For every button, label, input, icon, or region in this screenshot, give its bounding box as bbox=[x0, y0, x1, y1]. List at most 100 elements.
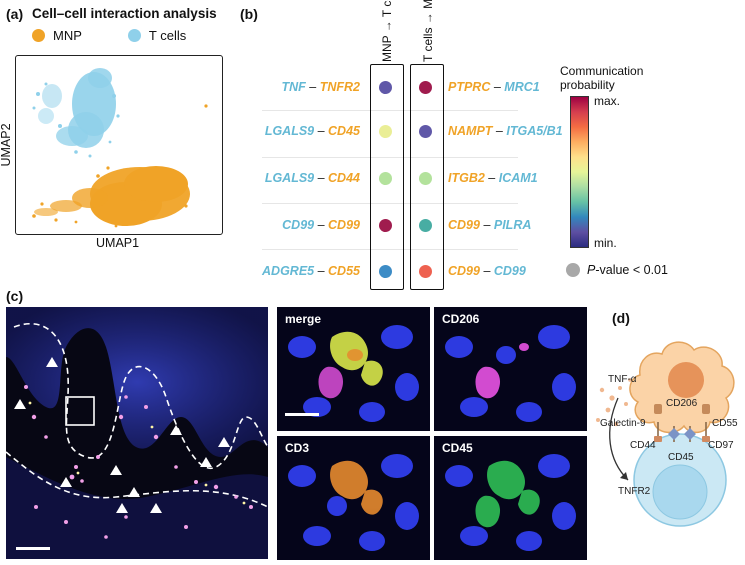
pair-right-row-4: CD99 – PILRA bbox=[448, 218, 532, 232]
pair-receptor: CD99 bbox=[328, 218, 360, 232]
dot-col2-row1 bbox=[419, 81, 432, 94]
dot-col2-row2 bbox=[419, 125, 432, 138]
pair-receptor: ITGA5/B1 bbox=[506, 124, 563, 138]
label-galectin: Galectin-9 bbox=[600, 418, 646, 429]
row-separator bbox=[262, 203, 518, 204]
panel-c-letter: (c) bbox=[6, 288, 24, 304]
colorbar-max-label: max. bbox=[594, 94, 621, 108]
label-tnf: TNF-α bbox=[608, 374, 637, 385]
label-cd97: CD97 bbox=[708, 440, 734, 451]
micrograph-cd206-svg bbox=[445, 325, 576, 422]
colorbar-title: Communication probability bbox=[560, 64, 644, 92]
panel-a-title: Cell–cell interaction analysis bbox=[32, 6, 217, 21]
pair-receptor: TNFR2 bbox=[319, 80, 360, 94]
pvalue-dot bbox=[566, 263, 580, 277]
pair-ligand: LGALS9 bbox=[264, 124, 315, 138]
pvalue-label-italic: P bbox=[587, 263, 596, 277]
dot-column-mnp-to-t bbox=[370, 64, 404, 290]
pair-left-row-4: CD99 – CD99 bbox=[282, 218, 360, 232]
umap-scatter bbox=[32, 68, 208, 228]
micrograph-cd3: CD3 bbox=[277, 436, 430, 560]
panel-a-letter: (a) bbox=[6, 6, 24, 22]
umap-mnp-cluster bbox=[32, 104, 208, 228]
micrograph-label-merge: merge bbox=[285, 312, 322, 326]
tnf-arrow bbox=[609, 397, 629, 481]
label-cd45: CD45 bbox=[668, 452, 694, 463]
label-cd44: CD44 bbox=[630, 440, 656, 451]
colorbar bbox=[570, 96, 589, 248]
micrograph-label-cd206: CD206 bbox=[442, 312, 480, 326]
micrograph-merge: merge bbox=[277, 307, 430, 431]
pair-left-row-1: TNF – TNFR2 bbox=[281, 80, 361, 94]
tissue-overview-svg bbox=[6, 307, 268, 559]
pair-left-row-3: LGALS9 – CD44 bbox=[264, 171, 360, 185]
row-separator bbox=[262, 157, 518, 158]
mnp-nucleus bbox=[668, 362, 704, 398]
pair-right-row-5: CD99 – CD99 bbox=[448, 264, 526, 278]
dot-col1-row3 bbox=[379, 172, 392, 185]
pair-right-row-2: NAMPT – ITGA5/B1 bbox=[448, 124, 563, 138]
pair-right-row-3: ITGB2 – ICAM1 bbox=[448, 171, 538, 185]
colorbar-min-label: min. bbox=[594, 236, 617, 250]
dot-column-t-to-mnp bbox=[410, 64, 444, 290]
pair-ligand: CD99 bbox=[448, 218, 480, 232]
dot-col1-row2 bbox=[379, 125, 392, 138]
dot-col2-row3 bbox=[419, 172, 432, 185]
pair-right-row-1: PTPRC – MRC1 bbox=[448, 80, 540, 94]
umap-tcell-cluster bbox=[32, 68, 120, 158]
legend-tcells-dot bbox=[127, 29, 141, 42]
umap-plot-frame bbox=[15, 55, 223, 235]
pvalue-label: -value < 0.01 bbox=[595, 263, 668, 277]
pair-ligand: NAMPT bbox=[448, 124, 493, 138]
legend-mnp-label: MNP bbox=[53, 28, 82, 43]
pair-ligand: ADGRE5 bbox=[262, 264, 315, 278]
pair-receptor: CD99 bbox=[493, 264, 526, 278]
micrograph-cd3-svg bbox=[288, 454, 419, 551]
dot-col1-row4 bbox=[379, 219, 392, 232]
pair-receptor: CD55 bbox=[328, 264, 360, 278]
micrograph-cd45: CD45 bbox=[434, 436, 587, 560]
pair-receptor: MRC1 bbox=[504, 80, 540, 94]
micrograph-label-cd45: CD45 bbox=[442, 441, 473, 455]
umap-legend: MNP T cells bbox=[32, 28, 186, 43]
panel-d-letter: (d) bbox=[612, 310, 630, 326]
column-header-mnp-to-t: MNP → T cells bbox=[380, 0, 394, 62]
label-cd206: CD206 bbox=[666, 398, 698, 409]
pair-ligand: TNF bbox=[281, 80, 306, 94]
legend-mnp-dot bbox=[32, 29, 45, 42]
scale-bar bbox=[16, 547, 50, 550]
t-cell-nucleus bbox=[652, 464, 708, 520]
pair-ligand: ITGB2 bbox=[448, 171, 485, 185]
row-separator bbox=[262, 110, 518, 111]
dot-col2-row5 bbox=[419, 265, 432, 278]
dot-col1-row1 bbox=[379, 81, 392, 94]
tissue-overview-image bbox=[6, 307, 268, 559]
pair-ligand: PTPRC bbox=[448, 80, 491, 94]
label-cd55: CD55 bbox=[712, 418, 738, 429]
row-separator bbox=[262, 249, 518, 250]
pair-receptor: ICAM1 bbox=[498, 171, 538, 185]
pair-receptor: CD45 bbox=[328, 124, 360, 138]
umap-x-axis-label: UMAP1 bbox=[96, 236, 140, 250]
legend-tcells-label: T cells bbox=[148, 28, 187, 43]
pair-ligand: CD99 bbox=[448, 264, 480, 278]
pvalue-legend: P -value < 0.01 bbox=[566, 263, 668, 277]
micrograph-merge-svg bbox=[285, 325, 419, 422]
interaction-schematic: TNF-α CD206 Galectin-9 CD55 CD44 CD97 CD… bbox=[596, 341, 738, 527]
pair-receptor: CD44 bbox=[328, 171, 360, 185]
pair-ligand: LGALS9 bbox=[264, 171, 315, 185]
micrograph-cd45-svg bbox=[445, 454, 576, 551]
pair-left-row-2: LGALS9 – CD45 bbox=[264, 124, 360, 138]
pair-ligand: CD99 bbox=[282, 218, 315, 232]
label-tnfr2: TNFR2 bbox=[618, 486, 651, 497]
micrograph-cd206: CD206 bbox=[434, 307, 587, 431]
panel-b-letter: (b) bbox=[240, 6, 258, 22]
pair-left-row-5: ADGRE5 – CD55 bbox=[262, 264, 360, 278]
column-header-t-to-mnp: T cells → MNP bbox=[421, 0, 435, 62]
dot-col1-row5 bbox=[379, 265, 392, 278]
inset-box bbox=[65, 396, 95, 426]
pair-receptor: PILRA bbox=[493, 218, 532, 232]
basement-membrane-line bbox=[13, 322, 268, 470]
dot-col2-row4 bbox=[419, 219, 432, 232]
merge-scale-bar bbox=[285, 413, 319, 416]
